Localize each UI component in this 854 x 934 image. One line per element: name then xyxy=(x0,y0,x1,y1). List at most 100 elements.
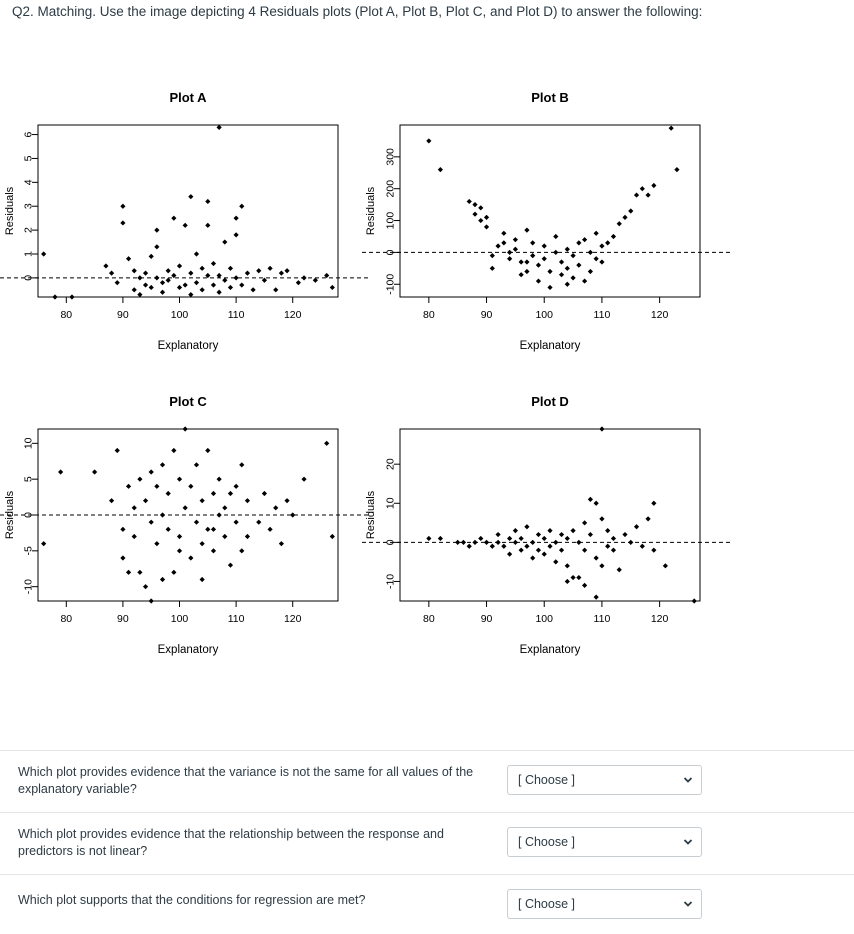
data-point xyxy=(483,539,490,545)
x-axis-label: Explanatory xyxy=(520,644,581,656)
data-point xyxy=(324,272,330,279)
data-point xyxy=(616,221,622,227)
y-tick-label: 4 xyxy=(23,179,35,185)
data-point xyxy=(233,275,239,281)
data-point xyxy=(131,533,137,540)
data-point xyxy=(582,582,588,588)
data-point xyxy=(633,192,640,198)
data-point xyxy=(199,576,205,583)
data-point xyxy=(199,265,205,271)
data-point xyxy=(478,535,484,542)
x-tick-label: 120 xyxy=(651,309,669,321)
data-point xyxy=(233,232,239,238)
plot-b: Plot B80 90 100 110 120-1000100200300Explana… xyxy=(362,90,730,352)
data-point xyxy=(593,230,599,236)
plot-title: Plot C xyxy=(169,394,207,409)
data-point xyxy=(171,215,177,221)
x-tick-label: 110 xyxy=(594,309,611,321)
data-point xyxy=(466,198,472,205)
data-point xyxy=(558,259,565,265)
y-tick-label: -100 xyxy=(385,274,397,295)
plot-title: Plot A xyxy=(169,90,207,105)
data-point xyxy=(295,280,301,286)
data-point xyxy=(256,268,262,274)
data-point xyxy=(518,272,524,278)
data-point xyxy=(576,262,582,268)
x-axis-label: Explanatory xyxy=(158,644,219,656)
data-point xyxy=(125,483,132,489)
data-point xyxy=(120,555,126,561)
plot-frame xyxy=(399,124,701,298)
data-point xyxy=(193,519,200,525)
data-point xyxy=(199,498,205,504)
data-point xyxy=(41,251,47,257)
x-tick-label: 120 xyxy=(284,613,302,625)
data-point xyxy=(547,528,553,534)
data-point xyxy=(267,265,273,271)
question-1-select[interactable]: [ Choose ] xyxy=(507,765,702,795)
data-point xyxy=(92,469,98,475)
data-point xyxy=(137,275,143,281)
data-point xyxy=(52,294,58,300)
data-point xyxy=(651,182,657,189)
data-point xyxy=(605,240,611,246)
data-point xyxy=(535,262,542,268)
y-axis-label: Residuals xyxy=(4,186,16,235)
data-point xyxy=(547,284,553,291)
data-point xyxy=(547,268,553,275)
data-point xyxy=(148,284,154,291)
data-point xyxy=(564,578,570,585)
x-tick-label: 90 xyxy=(117,309,129,321)
x-tick-label: 80 xyxy=(60,613,72,625)
data-point xyxy=(553,249,559,256)
data-point xyxy=(216,289,222,295)
data-point xyxy=(159,462,166,468)
data-point xyxy=(244,533,251,540)
data-point xyxy=(616,567,622,573)
x-tick-label: 80 xyxy=(423,613,435,625)
y-tick-label: 5 xyxy=(23,476,35,482)
data-point xyxy=(154,275,160,281)
data-point xyxy=(553,233,559,240)
data-point xyxy=(587,496,593,502)
x-tick-label: 100 xyxy=(171,613,189,625)
data-point xyxy=(261,277,268,283)
data-point xyxy=(165,526,171,532)
data-point xyxy=(233,483,239,489)
question-3-select[interactable]: [ Choose ] xyxy=(507,889,702,919)
x-axis-label: Explanatory xyxy=(158,340,219,352)
data-point xyxy=(639,186,645,192)
data-point xyxy=(524,524,530,530)
data-point xyxy=(507,535,513,542)
data-point xyxy=(605,528,611,534)
data-point xyxy=(165,268,171,274)
data-point xyxy=(142,282,149,288)
data-point xyxy=(273,287,279,293)
data-point xyxy=(159,280,166,286)
data-point xyxy=(622,531,628,538)
data-point xyxy=(564,535,570,542)
question-2-text: Which plot provides evidence that the re… xyxy=(18,827,444,858)
data-point xyxy=(148,253,154,259)
question-2-select[interactable]: [ Choose ] xyxy=(507,827,702,857)
x-tick-label: 110 xyxy=(228,309,245,321)
data-point xyxy=(593,500,599,506)
data-point xyxy=(483,224,490,230)
data-point xyxy=(530,539,536,545)
data-point xyxy=(227,265,234,271)
y-tick-label: 6 xyxy=(23,131,35,137)
data-point xyxy=(512,539,518,545)
plot-d: Plot D80 90 100 110 120-1001020ExplanatoryRe… xyxy=(362,394,730,656)
plot-title: Plot B xyxy=(531,90,569,105)
x-tick-label: 100 xyxy=(171,309,189,321)
data-point xyxy=(210,548,217,554)
data-point xyxy=(267,526,273,532)
data-point xyxy=(455,539,461,545)
question-1-select-value: [ Choose ] xyxy=(518,773,575,787)
data-point xyxy=(489,265,495,271)
data-point xyxy=(576,240,582,246)
data-point xyxy=(472,211,478,217)
data-point xyxy=(564,265,570,271)
data-point xyxy=(227,490,234,497)
x-tick-label: 90 xyxy=(481,309,493,321)
